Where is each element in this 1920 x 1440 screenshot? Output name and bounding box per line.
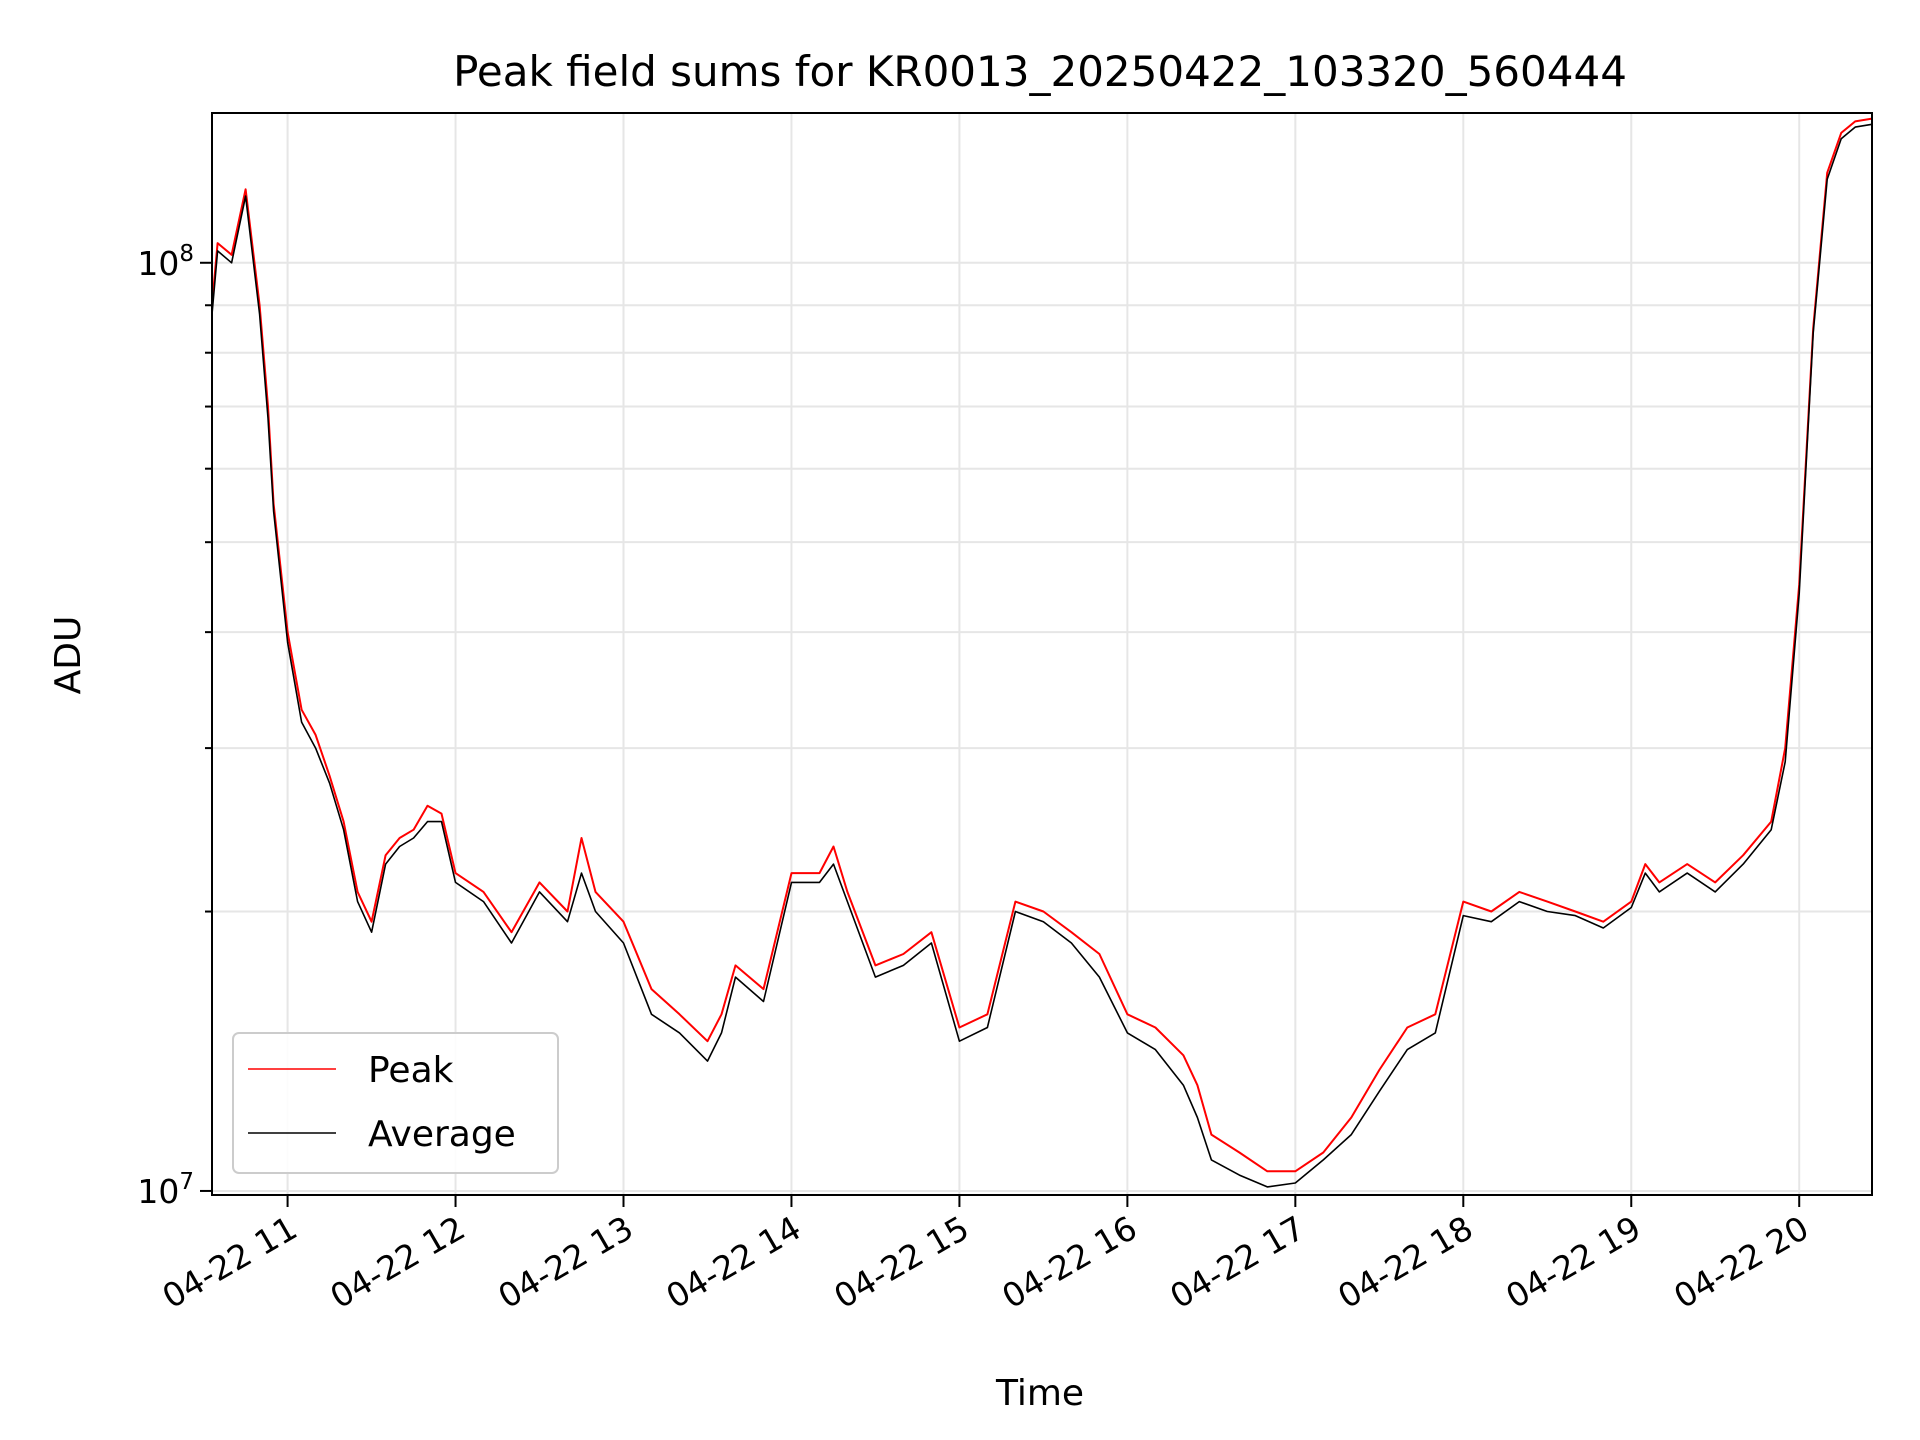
chart-title: Peak field sums for KR0013_20250422_1033… (453, 47, 1627, 96)
legend-label-peak: Peak (368, 1050, 454, 1091)
y-tick-label: 107 (137, 1169, 194, 1211)
legend-label-average: Average (368, 1114, 516, 1155)
y-tick-label: 108 (137, 241, 194, 283)
legend-box (232, 1032, 559, 1174)
series-line-average (211, 123, 1873, 1188)
y-axis-label: ADU (48, 616, 89, 695)
x-axis-label: Time (995, 1373, 1084, 1414)
series-line-peak (211, 117, 1873, 1173)
y-axis: 107 108 (137, 241, 212, 1211)
grid-lines (212, 113, 1872, 1195)
data-series (211, 117, 1873, 1188)
legend: Peak Average (232, 1032, 559, 1174)
plot-frame (211, 112, 1873, 1196)
